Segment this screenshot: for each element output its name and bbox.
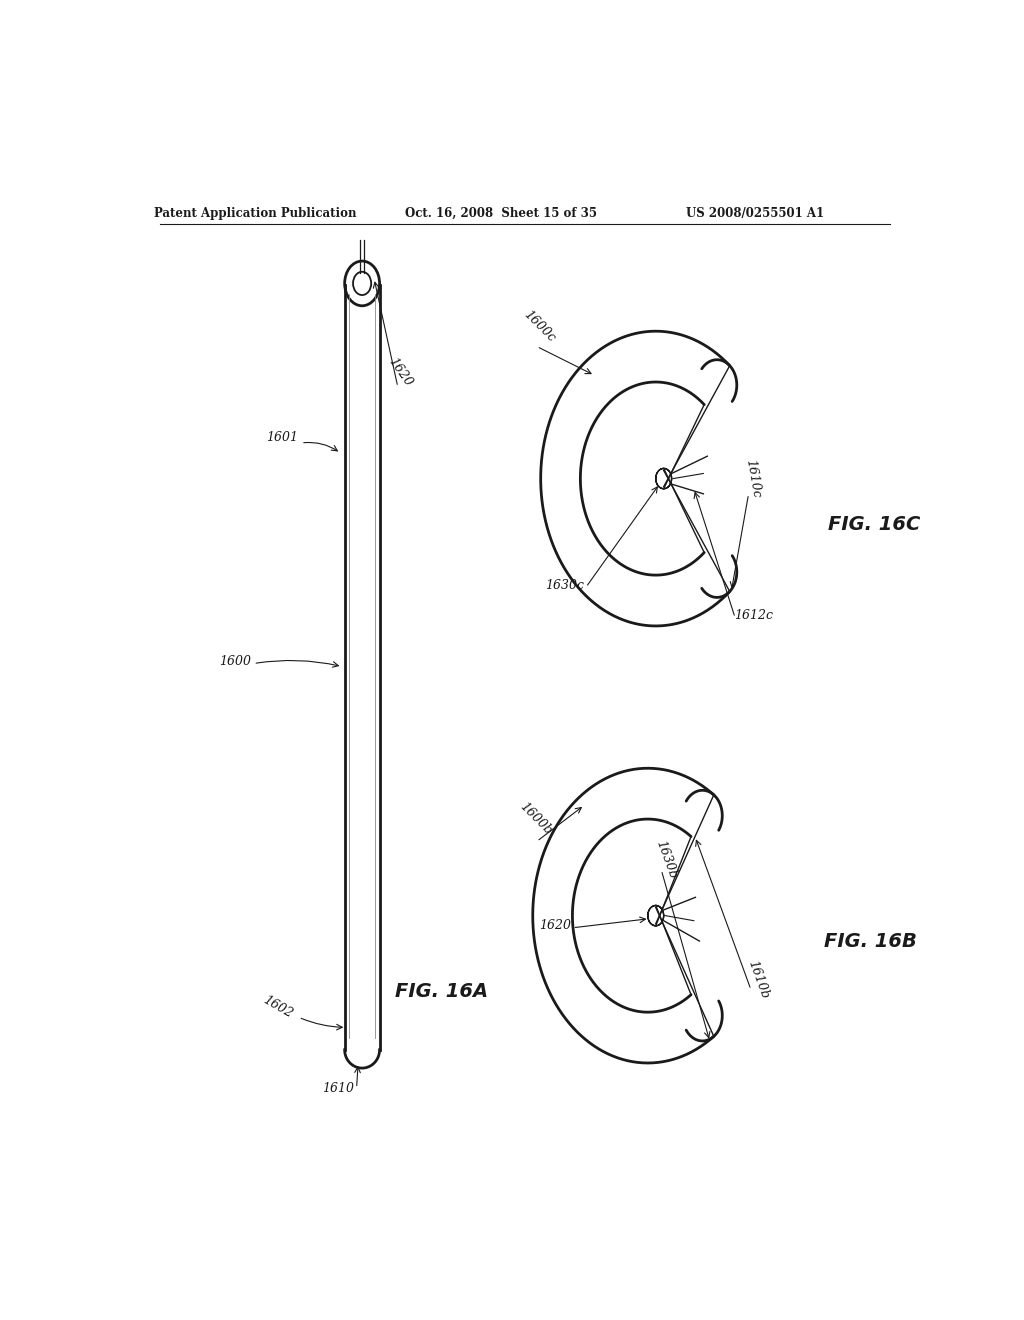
Text: 1620: 1620	[386, 355, 415, 388]
Text: FIG. 16A: FIG. 16A	[395, 982, 488, 1002]
Text: 1600: 1600	[219, 655, 251, 668]
Text: 1630c: 1630c	[546, 578, 585, 591]
Text: 1612c: 1612c	[734, 610, 773, 622]
Text: 1620: 1620	[539, 919, 570, 932]
Text: Oct. 16, 2008  Sheet 15 of 35: Oct. 16, 2008 Sheet 15 of 35	[404, 207, 597, 220]
Text: 1600c: 1600c	[521, 308, 558, 345]
Text: 1601: 1601	[266, 432, 299, 445]
Text: 1610c: 1610c	[743, 458, 763, 499]
Text: 1602: 1602	[260, 994, 295, 1020]
Text: Patent Application Publication: Patent Application Publication	[154, 207, 356, 220]
Text: 1630b: 1630b	[653, 838, 679, 880]
Text: US 2008/0255501 A1: US 2008/0255501 A1	[686, 207, 824, 220]
Text: FIG. 16B: FIG. 16B	[823, 932, 916, 950]
Text: 1600b: 1600b	[517, 800, 554, 838]
Text: FIG. 16C: FIG. 16C	[827, 515, 921, 533]
Text: 1610: 1610	[323, 1082, 354, 1094]
Text: 1610b: 1610b	[745, 958, 771, 1001]
